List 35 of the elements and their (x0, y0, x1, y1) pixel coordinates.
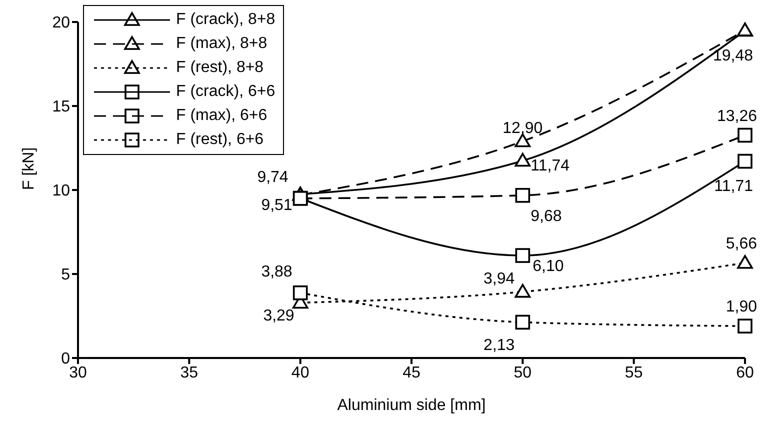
y-tick-label: 0 (61, 350, 70, 368)
data-label: 9,74 (257, 168, 288, 186)
x-axis-title: Aluminium side [mm] (337, 397, 486, 414)
data-label: 6,10 (532, 258, 564, 276)
y-axis-title: F [kN] (20, 147, 38, 190)
data-label: 9,68 (530, 208, 562, 225)
data-label: 13,26 (716, 108, 758, 125)
x-tick-label: 30 (69, 364, 87, 382)
legend-label: F (max), 6+6 (176, 107, 268, 125)
y-tick-label: 20 (52, 14, 70, 32)
data-label: 3,29 (263, 307, 294, 324)
y-tick-label: 10 (52, 182, 70, 200)
x-tick-label: 50 (514, 364, 532, 382)
legend-label: F (crack), 8+8 (176, 11, 276, 29)
x-tick-label: 35 (180, 364, 198, 382)
y-tick-label: 5 (61, 266, 70, 284)
legend-label: F (crack), 6+6 (176, 83, 276, 101)
data-label: 11,71 (714, 178, 754, 195)
x-tick-label: 60 (736, 364, 754, 382)
data-label: 1,90 (726, 298, 758, 316)
legend-label: F (max), 8+8 (176, 35, 268, 53)
data-label: 2,13 (484, 336, 515, 354)
legend-label: F (rest), 8+8 (176, 59, 264, 77)
data-label: 5,66 (726, 236, 758, 253)
legend-label: F (rest), 6+6 (176, 131, 264, 149)
data-label: 19,48 (712, 47, 754, 64)
data-label: 11,74 (530, 157, 570, 174)
data-label: 3,88 (261, 263, 292, 280)
y-tick-label: 15 (52, 98, 70, 116)
data-label: 3,94 (484, 270, 515, 288)
x-tick-label: 45 (402, 364, 420, 382)
x-tick-label: 55 (624, 364, 643, 382)
data-label: 9,51 (261, 196, 292, 214)
x-tick-label: 40 (291, 364, 310, 382)
data-label: 12,90 (502, 120, 543, 137)
